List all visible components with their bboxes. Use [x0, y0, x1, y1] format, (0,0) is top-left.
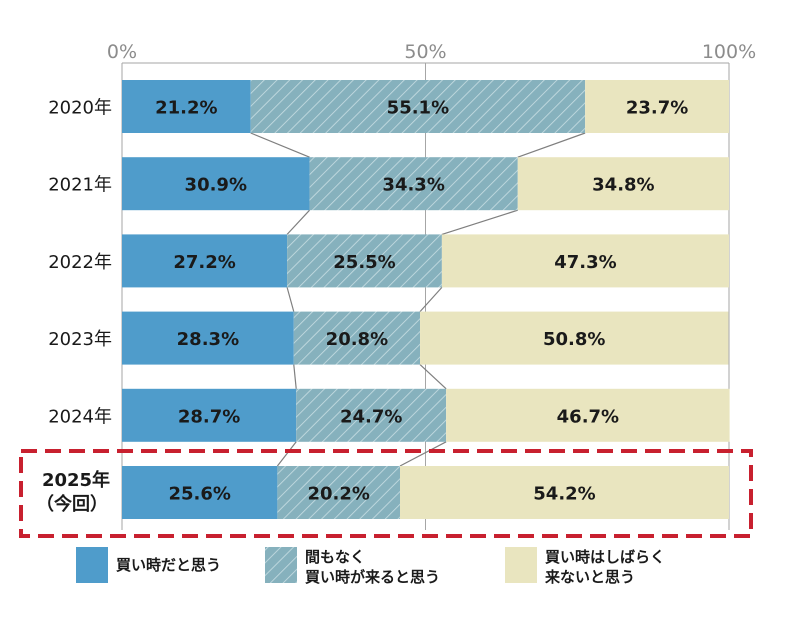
bar-segment [122, 234, 288, 288]
category-label: 2025年 [42, 469, 110, 491]
bar-segment [400, 466, 729, 519]
series-connector-line [293, 364, 297, 389]
x-tick-label: 0% [107, 41, 137, 63]
data-label: 21.2% [155, 98, 217, 119]
category-label: 2021年 [48, 175, 112, 196]
bar-segment [122, 157, 310, 211]
bar-layer [122, 80, 730, 519]
bar-segment [420, 311, 729, 365]
bar-segment [122, 388, 297, 442]
bar-segment [441, 234, 729, 288]
series-connector-line [250, 132, 310, 158]
series-connector-line [276, 441, 297, 467]
bar-segment [517, 157, 729, 211]
data-label: 34.3% [382, 175, 444, 196]
data-label: 25.5% [333, 252, 395, 273]
legend-label: 来ないと思う [544, 568, 635, 586]
bar-segment [122, 466, 278, 519]
bar-segment [293, 311, 421, 365]
data-label: 24.7% [340, 406, 402, 427]
category-label: 2023年 [48, 329, 112, 350]
data-label: 54.2% [533, 484, 595, 505]
bar-segment [309, 157, 518, 211]
data-label: 30.9% [185, 175, 247, 196]
data-label: 34.8% [592, 175, 654, 196]
series-connector-line [286, 287, 295, 312]
bar-segment [296, 388, 447, 442]
legend-label: 間もなく [305, 548, 365, 566]
bar-segment [122, 80, 251, 133]
x-tick-label: 50% [404, 41, 446, 63]
bar-segment [122, 311, 294, 365]
legend-label: 買い時はしばらく [545, 548, 665, 566]
data-label: 55.1% [387, 98, 449, 119]
legend-label: 買い時だと思う [116, 556, 221, 574]
data-label: 50.8% [543, 329, 605, 350]
data-label: 27.2% [173, 252, 235, 273]
category-label: 2020年 [48, 98, 112, 119]
bar-segment [250, 80, 586, 133]
series-connector-line [399, 441, 447, 467]
highlight-box-current-year [19, 449, 753, 538]
axis-layer: 0% 50% 100% [107, 41, 756, 530]
legend-swatch [76, 547, 108, 583]
category-label: 2022年 [48, 252, 112, 273]
data-label: 47.3% [554, 252, 616, 273]
data-label: 25.6% [168, 484, 230, 505]
x-tick-label: 100% [702, 41, 756, 63]
bar-segment [287, 234, 442, 288]
data-label: 28.7% [178, 406, 240, 427]
series-connector-line [419, 364, 447, 390]
category-label-note: （今回） [36, 493, 108, 515]
series-connector-line [517, 132, 586, 158]
bar-segment [446, 388, 730, 442]
series-connector-line [419, 286, 443, 313]
bar-segment [277, 466, 401, 519]
data-label: 20.8% [326, 329, 388, 350]
category-label: 2024年 [48, 406, 112, 427]
series-connector-line [441, 209, 518, 235]
bar-segment [585, 80, 729, 133]
series-connector-line [286, 209, 311, 235]
data-label: 46.7% [557, 406, 619, 427]
data-label: 23.7% [626, 98, 688, 119]
highlight-layer [19, 449, 753, 538]
connector-layer [250, 132, 586, 467]
legend-swatch [505, 547, 537, 583]
data-label: 20.2% [307, 484, 369, 505]
legend-swatch [265, 547, 297, 583]
legend-label: 買い時が来ると思う [305, 568, 440, 586]
data-label: 28.3% [177, 329, 239, 350]
label-layer: 21.2% 55.1% 23.7% 2020年 30.9% 34.3% 34.8% 2021年… [36, 98, 688, 516]
